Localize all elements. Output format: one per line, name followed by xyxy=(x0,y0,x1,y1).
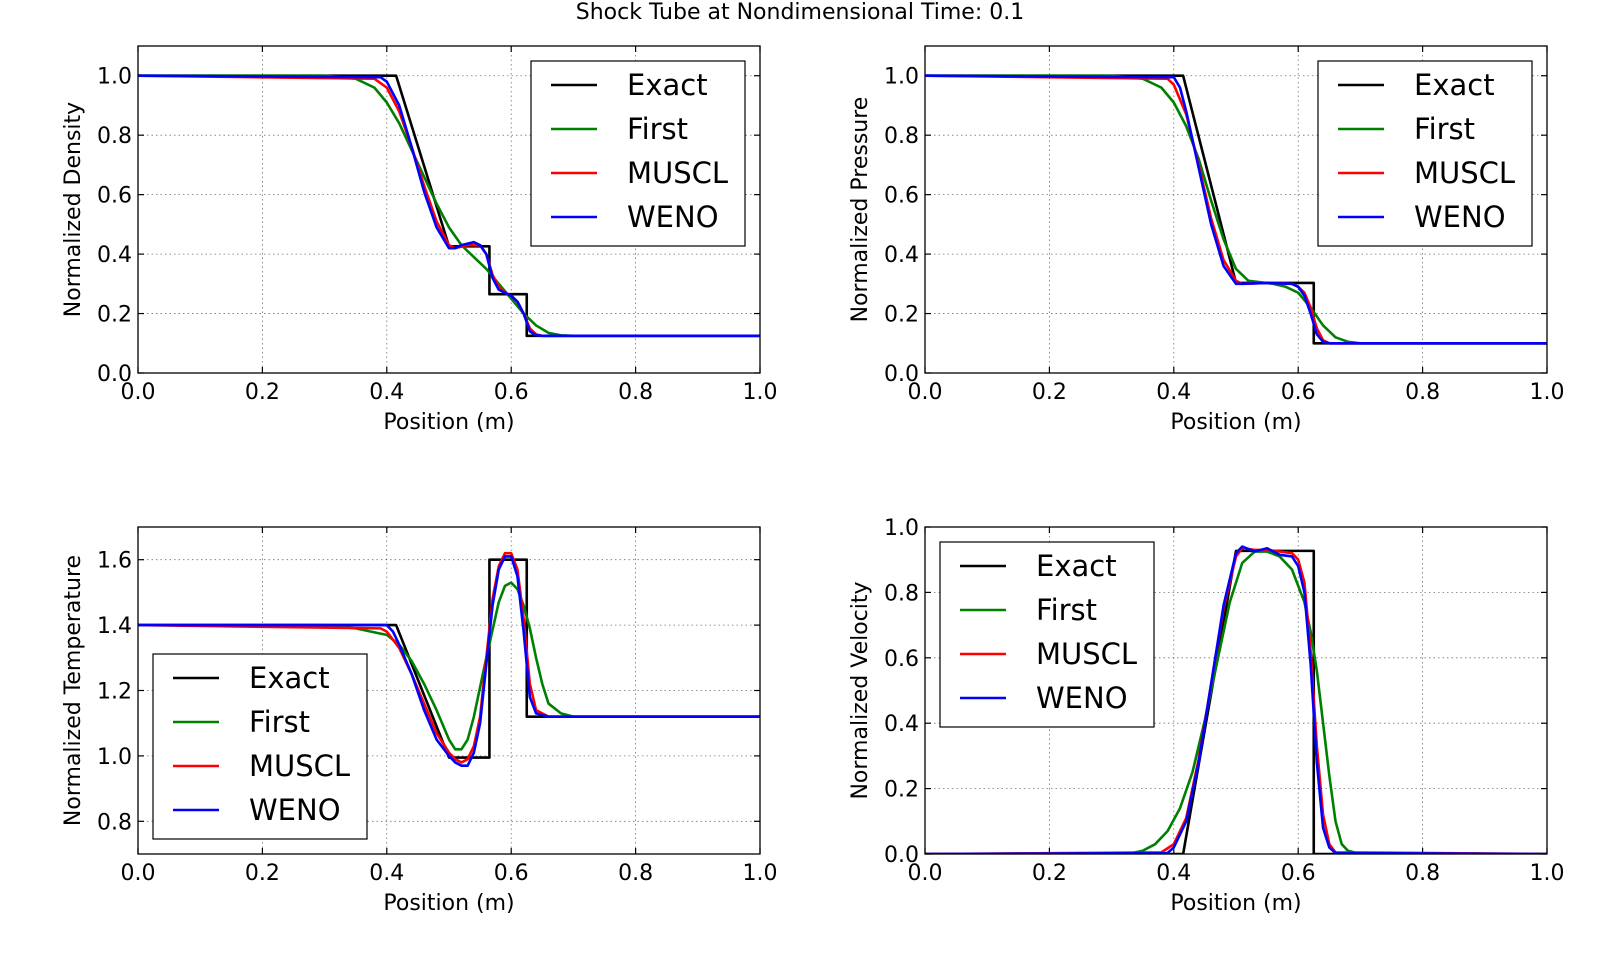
x-tick-label: 0.8 xyxy=(618,861,653,886)
x-tick-label: 0.2 xyxy=(245,380,280,405)
x-axis-label: Position (m) xyxy=(1170,891,1301,916)
figure-suptitle: Shock Tube at Nondimensional Time: 0.1 xyxy=(576,0,1024,25)
chart-normalized-temperature: 0.0 0.2 0.4 0.6 0.8 1.0 0.8 1.0 1.2 1.4 1.6 Positio… xyxy=(61,526,778,916)
legend-label-exact: Exact xyxy=(627,68,708,102)
legend-label-weno: WENO xyxy=(1414,200,1506,234)
legend: Exact First MUSCL WENO xyxy=(530,60,746,247)
y-tick-label: 0.6 xyxy=(884,184,919,209)
y-tick-label: 1.6 xyxy=(97,549,132,574)
series-line-weno xyxy=(138,555,760,768)
legend-label-muscl: MUSCL xyxy=(249,749,350,783)
legend-label-exact: Exact xyxy=(1036,549,1117,583)
plot-frame xyxy=(137,45,761,374)
legend-label-first: First xyxy=(249,705,310,739)
legend-label-first: First xyxy=(1036,593,1097,627)
series-line-first xyxy=(925,74,1547,345)
y-axis-label: Normalized Temperature xyxy=(61,555,86,826)
legend-label-weno: WENO xyxy=(627,200,719,234)
legend-label-first: First xyxy=(1414,112,1475,146)
series-line-weno xyxy=(925,74,1547,345)
y-tick-label: 0.8 xyxy=(884,581,919,606)
y-tick-label: 0.0 xyxy=(97,362,132,387)
y-tick-label: 0.4 xyxy=(97,243,132,268)
legend-label-exact: Exact xyxy=(249,661,330,695)
plot-frame xyxy=(137,526,761,855)
legend-label-first: First xyxy=(627,112,688,146)
x-tick-label: 0.0 xyxy=(121,380,156,405)
y-axis-label: Normalized Density xyxy=(61,102,86,317)
legend: Exact First MUSCL WENO xyxy=(939,541,1155,728)
x-tick-label: 1.0 xyxy=(1530,380,1565,405)
x-tick-label: 0.0 xyxy=(121,861,156,886)
y-axis-label: Normalized Velocity xyxy=(848,581,873,799)
legend-label-muscl: MUSCL xyxy=(627,156,728,190)
x-tick-label: 0.0 xyxy=(908,861,943,886)
y-tick-label: 0.4 xyxy=(884,712,919,737)
y-tick-label: 0.2 xyxy=(884,303,919,328)
y-tick-label: 0.0 xyxy=(884,362,919,387)
x-tick-label: 0.6 xyxy=(494,380,529,405)
x-tick-label: 0.6 xyxy=(1281,861,1316,886)
y-tick-label: 0.8 xyxy=(97,810,132,835)
y-tick-label: 0.0 xyxy=(884,843,919,868)
x-tick-label: 0.4 xyxy=(369,380,404,405)
y-tick-label: 1.4 xyxy=(97,614,132,639)
y-tick-label: 1.2 xyxy=(97,680,132,705)
x-tick-label: 0.8 xyxy=(1405,380,1440,405)
x-tick-label: 0.6 xyxy=(1281,380,1316,405)
x-tick-label: 0.2 xyxy=(245,861,280,886)
y-tick-label: 1.0 xyxy=(97,745,132,770)
y-tick-label: 1.0 xyxy=(884,65,919,90)
y-tick-label: 1.0 xyxy=(884,516,919,541)
plot-frame xyxy=(924,526,1548,855)
x-axis-label: Position (m) xyxy=(1170,410,1301,435)
y-tick-label: 0.8 xyxy=(884,124,919,149)
legend: Exact First MUSCL WENO xyxy=(152,653,368,840)
legend-box xyxy=(1317,60,1533,247)
x-tick-label: 0.0 xyxy=(908,380,943,405)
chart-normalized-pressure: 0.0 0.2 0.4 0.6 0.8 1.0 0.0 0.2 0.4 0.6 0.8 1.0 Posi… xyxy=(848,45,1565,435)
legend-label-muscl: MUSCL xyxy=(1414,156,1515,190)
x-tick-label: 0.8 xyxy=(618,380,653,405)
legend-label-weno: WENO xyxy=(1036,681,1128,715)
y-tick-label: 0.2 xyxy=(884,778,919,803)
y-tick-label: 0.6 xyxy=(97,184,132,209)
legend-label-muscl: MUSCL xyxy=(1036,637,1137,671)
legend-box xyxy=(530,60,746,247)
legend-label-exact: Exact xyxy=(1414,68,1495,102)
y-tick-label: 0.2 xyxy=(97,303,132,328)
x-tick-label: 1.0 xyxy=(743,380,778,405)
legend-box xyxy=(152,653,368,840)
series-line-first xyxy=(925,550,1547,854)
x-tick-label: 1.0 xyxy=(1530,861,1565,886)
legend-box xyxy=(939,541,1155,728)
x-tick-label: 0.2 xyxy=(1032,861,1067,886)
y-tick-label: 0.8 xyxy=(97,124,132,149)
plot-frame xyxy=(924,45,1548,374)
x-tick-label: 1.0 xyxy=(743,861,778,886)
x-axis-label: Position (m) xyxy=(383,891,514,916)
x-tick-label: 0.6 xyxy=(494,861,529,886)
x-tick-label: 0.4 xyxy=(1156,861,1191,886)
series-line-weno xyxy=(925,545,1547,854)
x-tick-label: 0.4 xyxy=(1156,380,1191,405)
y-tick-label: 1.0 xyxy=(97,65,132,90)
x-tick-label: 0.8 xyxy=(1405,861,1440,886)
legend-label-weno: WENO xyxy=(249,793,341,827)
y-tick-label: 0.4 xyxy=(884,243,919,268)
x-axis-label: Position (m) xyxy=(383,410,514,435)
series-line-exact xyxy=(138,558,760,759)
y-axis-label: Normalized Pressure xyxy=(848,97,873,323)
y-tick-label: 0.6 xyxy=(884,647,919,672)
chart-normalized-density: 0.0 0.2 0.4 0.6 0.8 1.0 0.0 0.2 0.4 0.6 0.8 1.0 Posi… xyxy=(61,45,778,435)
chart-normalized-velocity: 0.0 0.2 0.4 0.6 0.8 1.0 0.0 0.2 0.4 0.6 0.8 1.0 Posi… xyxy=(848,516,1565,916)
x-tick-label: 0.2 xyxy=(1032,380,1067,405)
x-tick-label: 0.4 xyxy=(369,861,404,886)
series-line-weno xyxy=(138,74,760,338)
legend: Exact First MUSCL WENO xyxy=(1317,60,1533,247)
